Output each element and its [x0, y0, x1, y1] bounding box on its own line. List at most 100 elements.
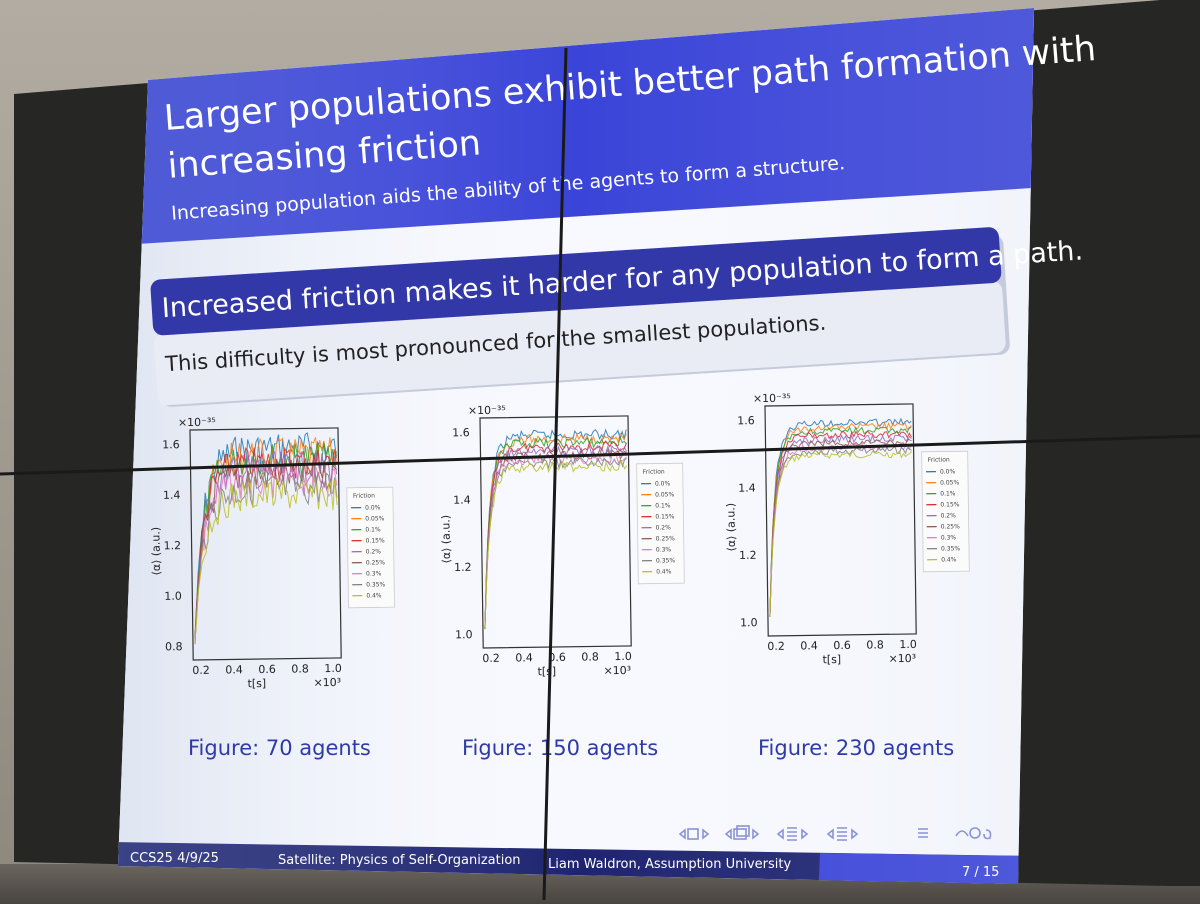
legend-item: 0.2%	[941, 512, 957, 519]
legend-item: 0.1%	[655, 502, 671, 509]
x-tick-label: 0.6	[548, 651, 566, 664]
legend-item: 0.35%	[656, 557, 675, 564]
legend-title: Friction	[928, 456, 950, 463]
legend-item: 0.2%	[656, 524, 672, 531]
caption-70-agents: Figure: 70 agents	[188, 736, 371, 760]
y-axis-label: ⟨α⟩ (a.u.)	[149, 527, 163, 576]
x-scale-label: ×10³	[603, 664, 631, 677]
y-tick-label: 1.6	[737, 414, 755, 427]
y-tick-label: 1.4	[163, 489, 181, 502]
legend-item: 0.1%	[940, 490, 956, 497]
footer-page-number: 7 / 15	[962, 865, 999, 880]
legend-item: 0.0%	[365, 504, 381, 511]
x-tick-label: 1.0	[899, 638, 917, 651]
series-line	[769, 438, 912, 616]
legend-box	[921, 450, 970, 573]
x-tick-label: 0.8	[581, 650, 599, 663]
legend-item: 0.35%	[941, 545, 960, 552]
x-tick-label: 0.8	[291, 662, 309, 675]
series-line	[484, 435, 627, 627]
legend-item: 0.25%	[656, 535, 675, 542]
video-wall-seam-horizontal	[0, 434, 1200, 476]
legend-item: 0.4%	[656, 568, 672, 575]
series-line	[484, 428, 627, 627]
legend: Friction 0.0% 0.05% 0.1% 0.15% 0.2% 0.25% 0.3% 0…	[346, 486, 395, 609]
x-tick-label: 0.4	[225, 663, 243, 676]
legend-item: 0.4%	[941, 556, 957, 563]
legend-item: 0.05%	[365, 515, 384, 522]
legend-item: 0.15%	[366, 537, 385, 544]
y-tick-label: 1.6	[452, 426, 470, 439]
legend-item: 0.3%	[656, 546, 672, 553]
x-tick-label: 0.8	[866, 638, 884, 651]
series-line	[194, 457, 337, 643]
y-axis-label: ⟨α⟩ (a.u.)	[724, 503, 738, 552]
figure-70-agents: ×10⁻³⁵ 1.6 1.4 1.2 1.0 0.8 0.2 0.4 0.6 0.8 1.0 t[s]…	[149, 416, 395, 690]
legend-item: 0.15%	[940, 501, 959, 508]
y-tick-label: 0.8	[165, 640, 183, 653]
series-line	[769, 446, 912, 617]
x-tick-label: 0.4	[515, 651, 533, 664]
x-scale-label: ×10³	[888, 652, 916, 665]
legend-item: 0.4%	[366, 592, 382, 599]
x-tick-label: 0.6	[258, 663, 276, 676]
block-body-box	[153, 281, 1006, 406]
y-scale-label: ×10⁻³⁵	[753, 392, 791, 406]
figure-150-agents: ×10⁻³⁵ 1.6 1.4 1.2 1.0 0.2 0.4 0.6 0.8 1.0 t[s] ×10…	[439, 404, 685, 678]
legend-title: Friction	[353, 492, 375, 499]
series-line	[194, 477, 338, 643]
legend-item: 0.0%	[940, 468, 956, 475]
x-axis-label: t[s]	[537, 665, 556, 678]
x-axis-label: t[s]	[822, 653, 841, 666]
x-axis-label: t[s]	[247, 677, 266, 690]
figure-230-agents: ×10⁻³⁵ 1.6 1.4 1.2 1.0 0.2 0.4 0.6 0.8 1.0 t[s] ×10…	[724, 392, 970, 666]
nav-align-icon[interactable]	[918, 828, 928, 838]
footer-author: Liam Waldron, Assumption University	[548, 857, 791, 872]
y-tick-label: 1.4	[738, 481, 756, 494]
y-tick-label: 1.6	[162, 438, 180, 451]
legend-item: 0.3%	[941, 534, 957, 541]
y-tick-label: 1.2	[454, 561, 472, 574]
legend-item: 0.2%	[366, 548, 382, 555]
legend-item: 0.1%	[365, 526, 381, 533]
legend-item: 0.35%	[366, 581, 385, 588]
x-tick-label: 1.0	[324, 662, 342, 675]
y-tick-label: 1.4	[453, 493, 471, 506]
nav-section-icon[interactable]	[776, 827, 809, 841]
plot-axes	[189, 427, 342, 661]
nav-subsubsection-icon[interactable]	[826, 827, 859, 841]
legend-item: 0.0%	[655, 480, 671, 487]
y-tick-label: 1.2	[739, 549, 757, 562]
x-tick-label: 0.2	[192, 664, 210, 677]
series-line	[769, 421, 912, 616]
legend-item: 0.15%	[655, 513, 674, 520]
nav-frame-icon[interactable]	[678, 828, 710, 840]
x-tick-label: 0.2	[482, 652, 500, 665]
legend: Friction 0.0% 0.05% 0.1% 0.15% 0.2% 0.25% 0.3% 0…	[636, 462, 685, 585]
x-scale-label: ×10³	[313, 676, 341, 689]
y-tick-label: 1.2	[164, 539, 182, 552]
legend-box	[636, 462, 685, 585]
y-axis-label: ⟨α⟩ (a.u.)	[439, 515, 453, 564]
nav-subsection-icon[interactable]	[724, 825, 760, 840]
caption-230-agents: Figure: 230 agents	[758, 736, 954, 760]
legend-item: 0.05%	[940, 479, 959, 486]
plot-axes	[479, 415, 632, 649]
block-title-box	[150, 227, 1002, 336]
x-tick-label: 1.0	[614, 650, 632, 663]
footer-session: Satellite: Physics of Self-Organization	[278, 853, 521, 868]
series-line	[769, 430, 912, 617]
legend-item: 0.05%	[655, 491, 674, 498]
caption-150-agents: Figure: 150 agents	[462, 736, 658, 760]
legend-item: 0.25%	[366, 559, 385, 566]
nav-search-icon[interactable]	[955, 827, 992, 840]
y-tick-label: 1.0	[455, 628, 473, 641]
series-line	[769, 450, 913, 617]
legend-item: 0.3%	[366, 570, 382, 577]
y-scale-label: ×10⁻³⁵	[468, 404, 506, 418]
video-wall-seam-vertical	[542, 47, 568, 901]
legend-title: Friction	[643, 468, 665, 475]
x-tick-label: 0.2	[767, 640, 785, 653]
y-tick-label: 1.0	[164, 590, 182, 603]
